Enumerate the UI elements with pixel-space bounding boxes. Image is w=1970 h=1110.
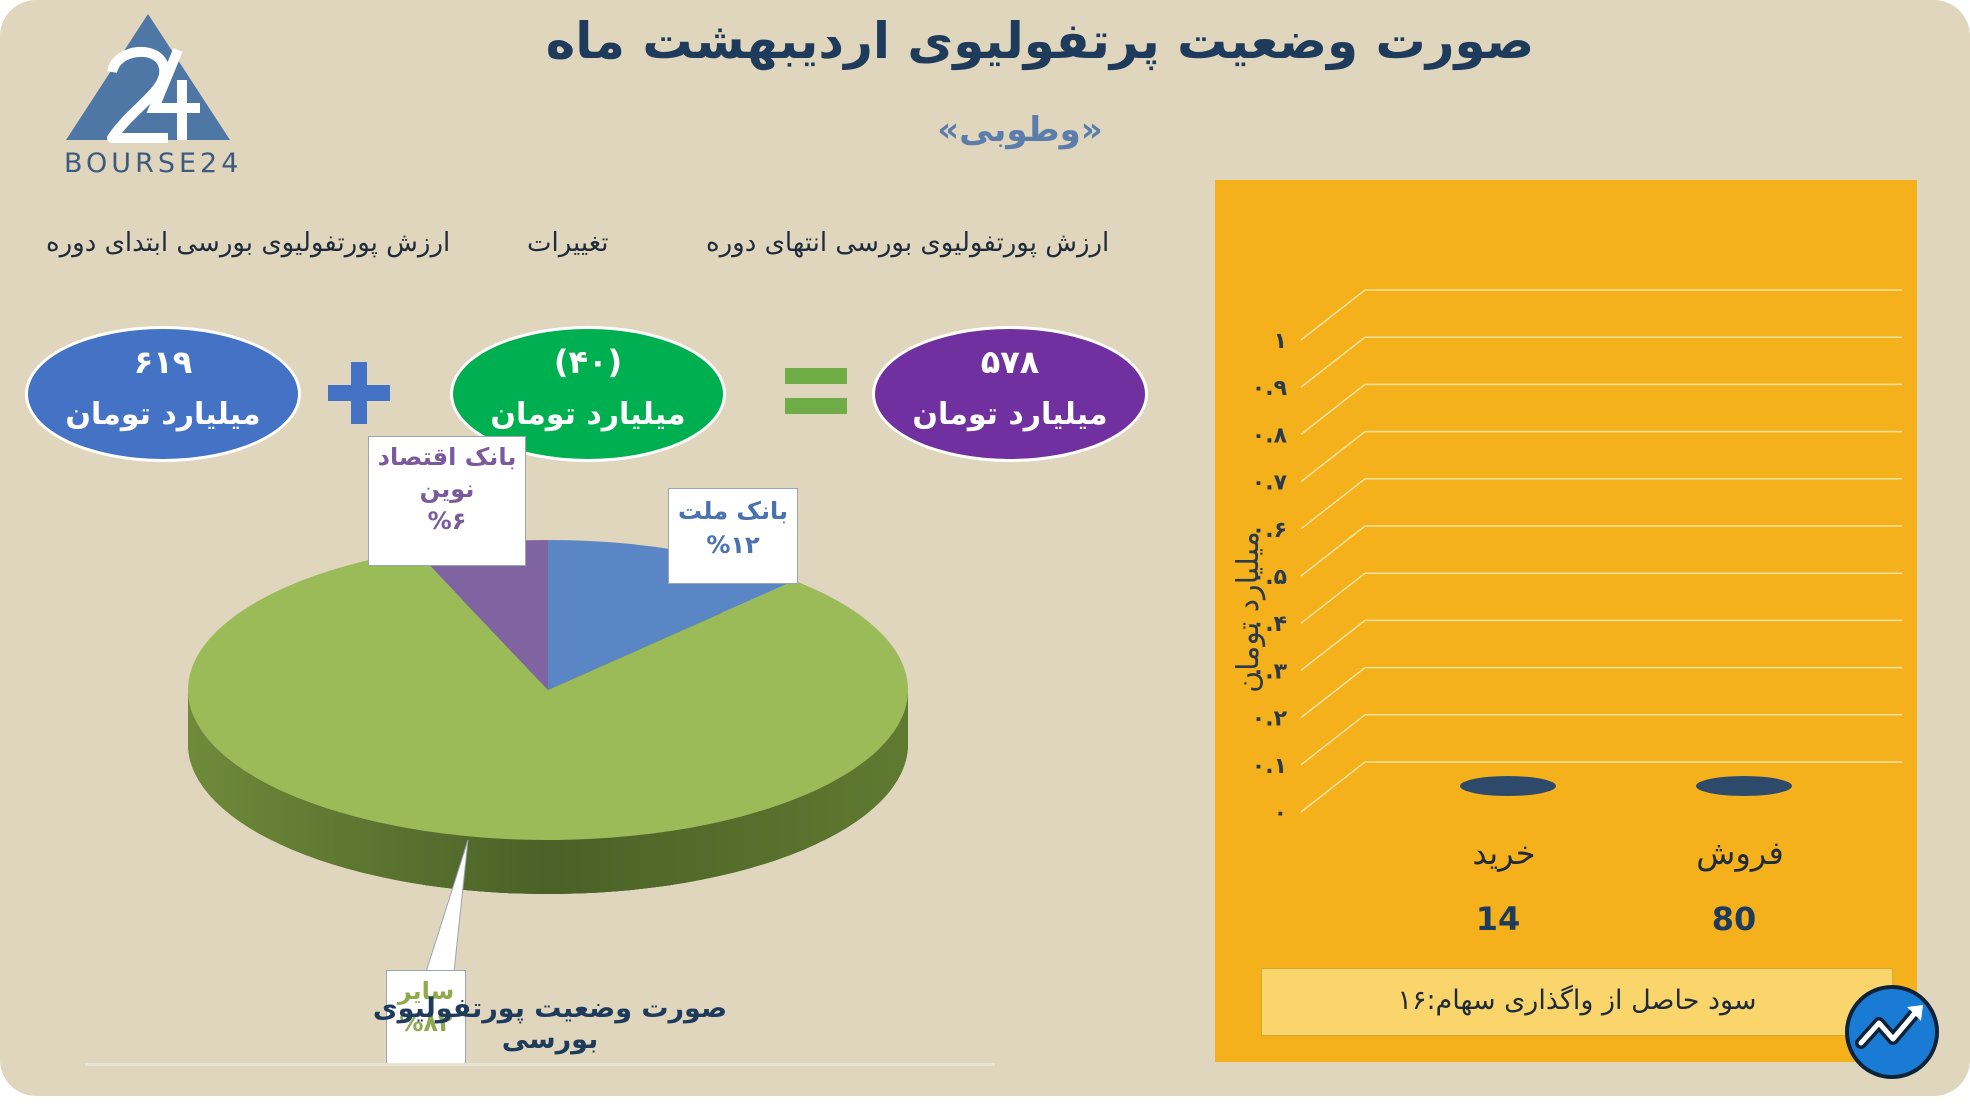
- end-value-oval: ۵۷۸ میلیارد تومان: [872, 326, 1148, 462]
- callout-bank-mellat: بانک ملت %۱۲: [668, 488, 798, 584]
- x-category-label: فروش: [1696, 834, 1783, 872]
- callout-bank-mellat-pct: %۱۲: [706, 531, 760, 559]
- y-tick-label: ۰.۹: [1252, 376, 1287, 401]
- grid-line: [1300, 289, 1902, 341]
- bar-chart-ylabel: میلیارد تومان: [1231, 531, 1266, 693]
- callout-bank-mellat-label: بانک ملت: [677, 497, 789, 525]
- y-tick-label: ۰.۴: [1252, 612, 1287, 637]
- chart-trend-icon: [1845, 985, 1939, 1079]
- profit-from-sale: سود حاصل از واگذاری سهام:۱۶: [1261, 968, 1893, 1036]
- callout-other-label: سایر: [397, 977, 455, 1005]
- callout-eghtesad-novin-label2: نوین: [419, 475, 475, 503]
- change-value-unit: میلیارد تومان: [490, 397, 686, 432]
- grid-line: [1300, 761, 1902, 813]
- change-value: (۴۰): [553, 343, 623, 381]
- equals-icon: [785, 368, 847, 414]
- grid-line: [1300, 383, 1902, 435]
- end-value-unit: میلیارد تومان: [912, 397, 1108, 432]
- grid-line: [1300, 619, 1902, 671]
- y-tick-label: ۰: [1274, 801, 1287, 826]
- callout-eghtesad-novin-label1: بانک اقتصاد: [377, 443, 517, 471]
- bourse24-logo: [66, 14, 230, 143]
- bar-buy: [1460, 776, 1556, 796]
- y-tick-label: ۰.۳: [1252, 659, 1288, 684]
- label-start-value: ارزش پورتفولیوی بورسی ابتدای دوره: [46, 228, 451, 258]
- pie-chart-title: صورت وضعیت پورتفولیوی بورسی: [372, 993, 728, 1055]
- grid-line: [1300, 572, 1902, 624]
- grid-line: [1300, 525, 1902, 577]
- y-tick-label: ۰.۲: [1252, 707, 1288, 732]
- x-category-label: خرید: [1472, 834, 1535, 872]
- y-tick-label: ۰.۱: [1252, 754, 1287, 779]
- grid-line: [1300, 336, 1902, 388]
- start-value: ۶۱۹: [133, 343, 193, 381]
- start-value-unit: میلیارد تومان: [65, 397, 261, 432]
- page-subtitle: «وطوبی»: [937, 110, 1103, 150]
- callout-eghtesad-novin: بانک اقتصاد نوین %۶: [368, 436, 526, 566]
- label-end-value: ارزش پورتفولیوی بورسی انتهای دوره: [706, 228, 1110, 258]
- page-title: صورت وضعیت پرتفولیوی اردیبهشت ماه: [545, 12, 1535, 70]
- pie-slice-other: [188, 550, 908, 840]
- y-tick-label: ۰.۸: [1252, 423, 1288, 448]
- grid-line: [1300, 666, 1902, 719]
- y-tick-label: ۰.۷: [1252, 471, 1288, 496]
- pie-slice-eghtesad-novin: [415, 540, 548, 690]
- y-tick-label: ۱: [1274, 329, 1287, 354]
- grid-line: [1300, 714, 1902, 766]
- callout-eghtesad-novin-pct: %۶: [427, 507, 467, 535]
- grid-line: [1300, 430, 1902, 483]
- callout-other: سایر %۸۲: [386, 970, 466, 1064]
- y-tick-label: ۰.۶: [1252, 518, 1287, 543]
- x-category-value: 80: [1712, 900, 1757, 938]
- logo-text: BOURSE24: [64, 148, 243, 179]
- grid-line: [1300, 478, 1902, 530]
- pie-side-face: [188, 690, 908, 894]
- start-value-oval: ۶۱۹ میلیارد تومان: [25, 326, 301, 462]
- end-value: ۵۷۸: [980, 343, 1040, 381]
- y-tick-label: ۰.۵: [1252, 565, 1287, 590]
- plus-icon: [328, 362, 390, 424]
- x-category-value: 14: [1476, 900, 1521, 938]
- label-changes: تغییرات: [527, 228, 609, 258]
- svg-text:میلیارد تومان: میلیارد تومان: [1231, 531, 1266, 693]
- callout-other-pct: %۸۲: [399, 1009, 453, 1037]
- bar-sell: [1696, 776, 1792, 796]
- divider-line: [85, 1063, 995, 1066]
